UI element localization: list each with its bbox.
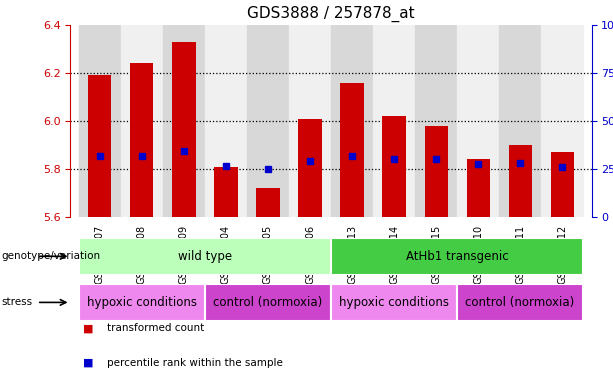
Bar [205,25,247,217]
Bar [340,83,364,217]
Text: hypoxic conditions: hypoxic conditions [339,296,449,309]
Bar [256,188,280,217]
Bar [499,25,541,217]
Bar [457,284,583,321]
Text: hypoxic conditions: hypoxic conditions [87,296,197,309]
Bar [331,25,373,217]
Text: stress: stress [1,297,32,308]
Bar [163,25,205,217]
Bar [247,25,289,217]
Text: AtHb1 transgenic: AtHb1 transgenic [406,250,508,263]
Text: ■: ■ [83,358,93,368]
Bar [79,284,205,321]
Bar [373,25,415,217]
Bar [121,25,163,217]
Bar [541,25,583,217]
Bar [289,25,331,217]
Bar [79,238,331,275]
Bar [457,25,499,217]
Bar [172,42,196,217]
Bar [331,238,583,275]
Text: percentile rank within the sample: percentile rank within the sample [107,358,283,368]
Bar [425,126,447,217]
Bar [79,25,121,217]
Bar [509,145,531,217]
Text: genotype/variation: genotype/variation [1,251,101,262]
Title: GDS3888 / 257878_at: GDS3888 / 257878_at [247,6,415,22]
Bar [331,284,457,321]
Bar [550,152,574,217]
Bar [88,75,112,217]
Text: transformed count: transformed count [107,323,205,333]
Bar [383,116,406,217]
Bar [131,63,153,217]
Text: wild type: wild type [178,250,232,263]
Bar [215,167,237,217]
Text: control (normoxia): control (normoxia) [213,296,322,309]
Text: ■: ■ [83,323,93,333]
Bar [466,159,490,217]
Text: control (normoxia): control (normoxia) [465,296,575,309]
Bar [299,119,322,217]
Bar [205,284,331,321]
Bar [415,25,457,217]
